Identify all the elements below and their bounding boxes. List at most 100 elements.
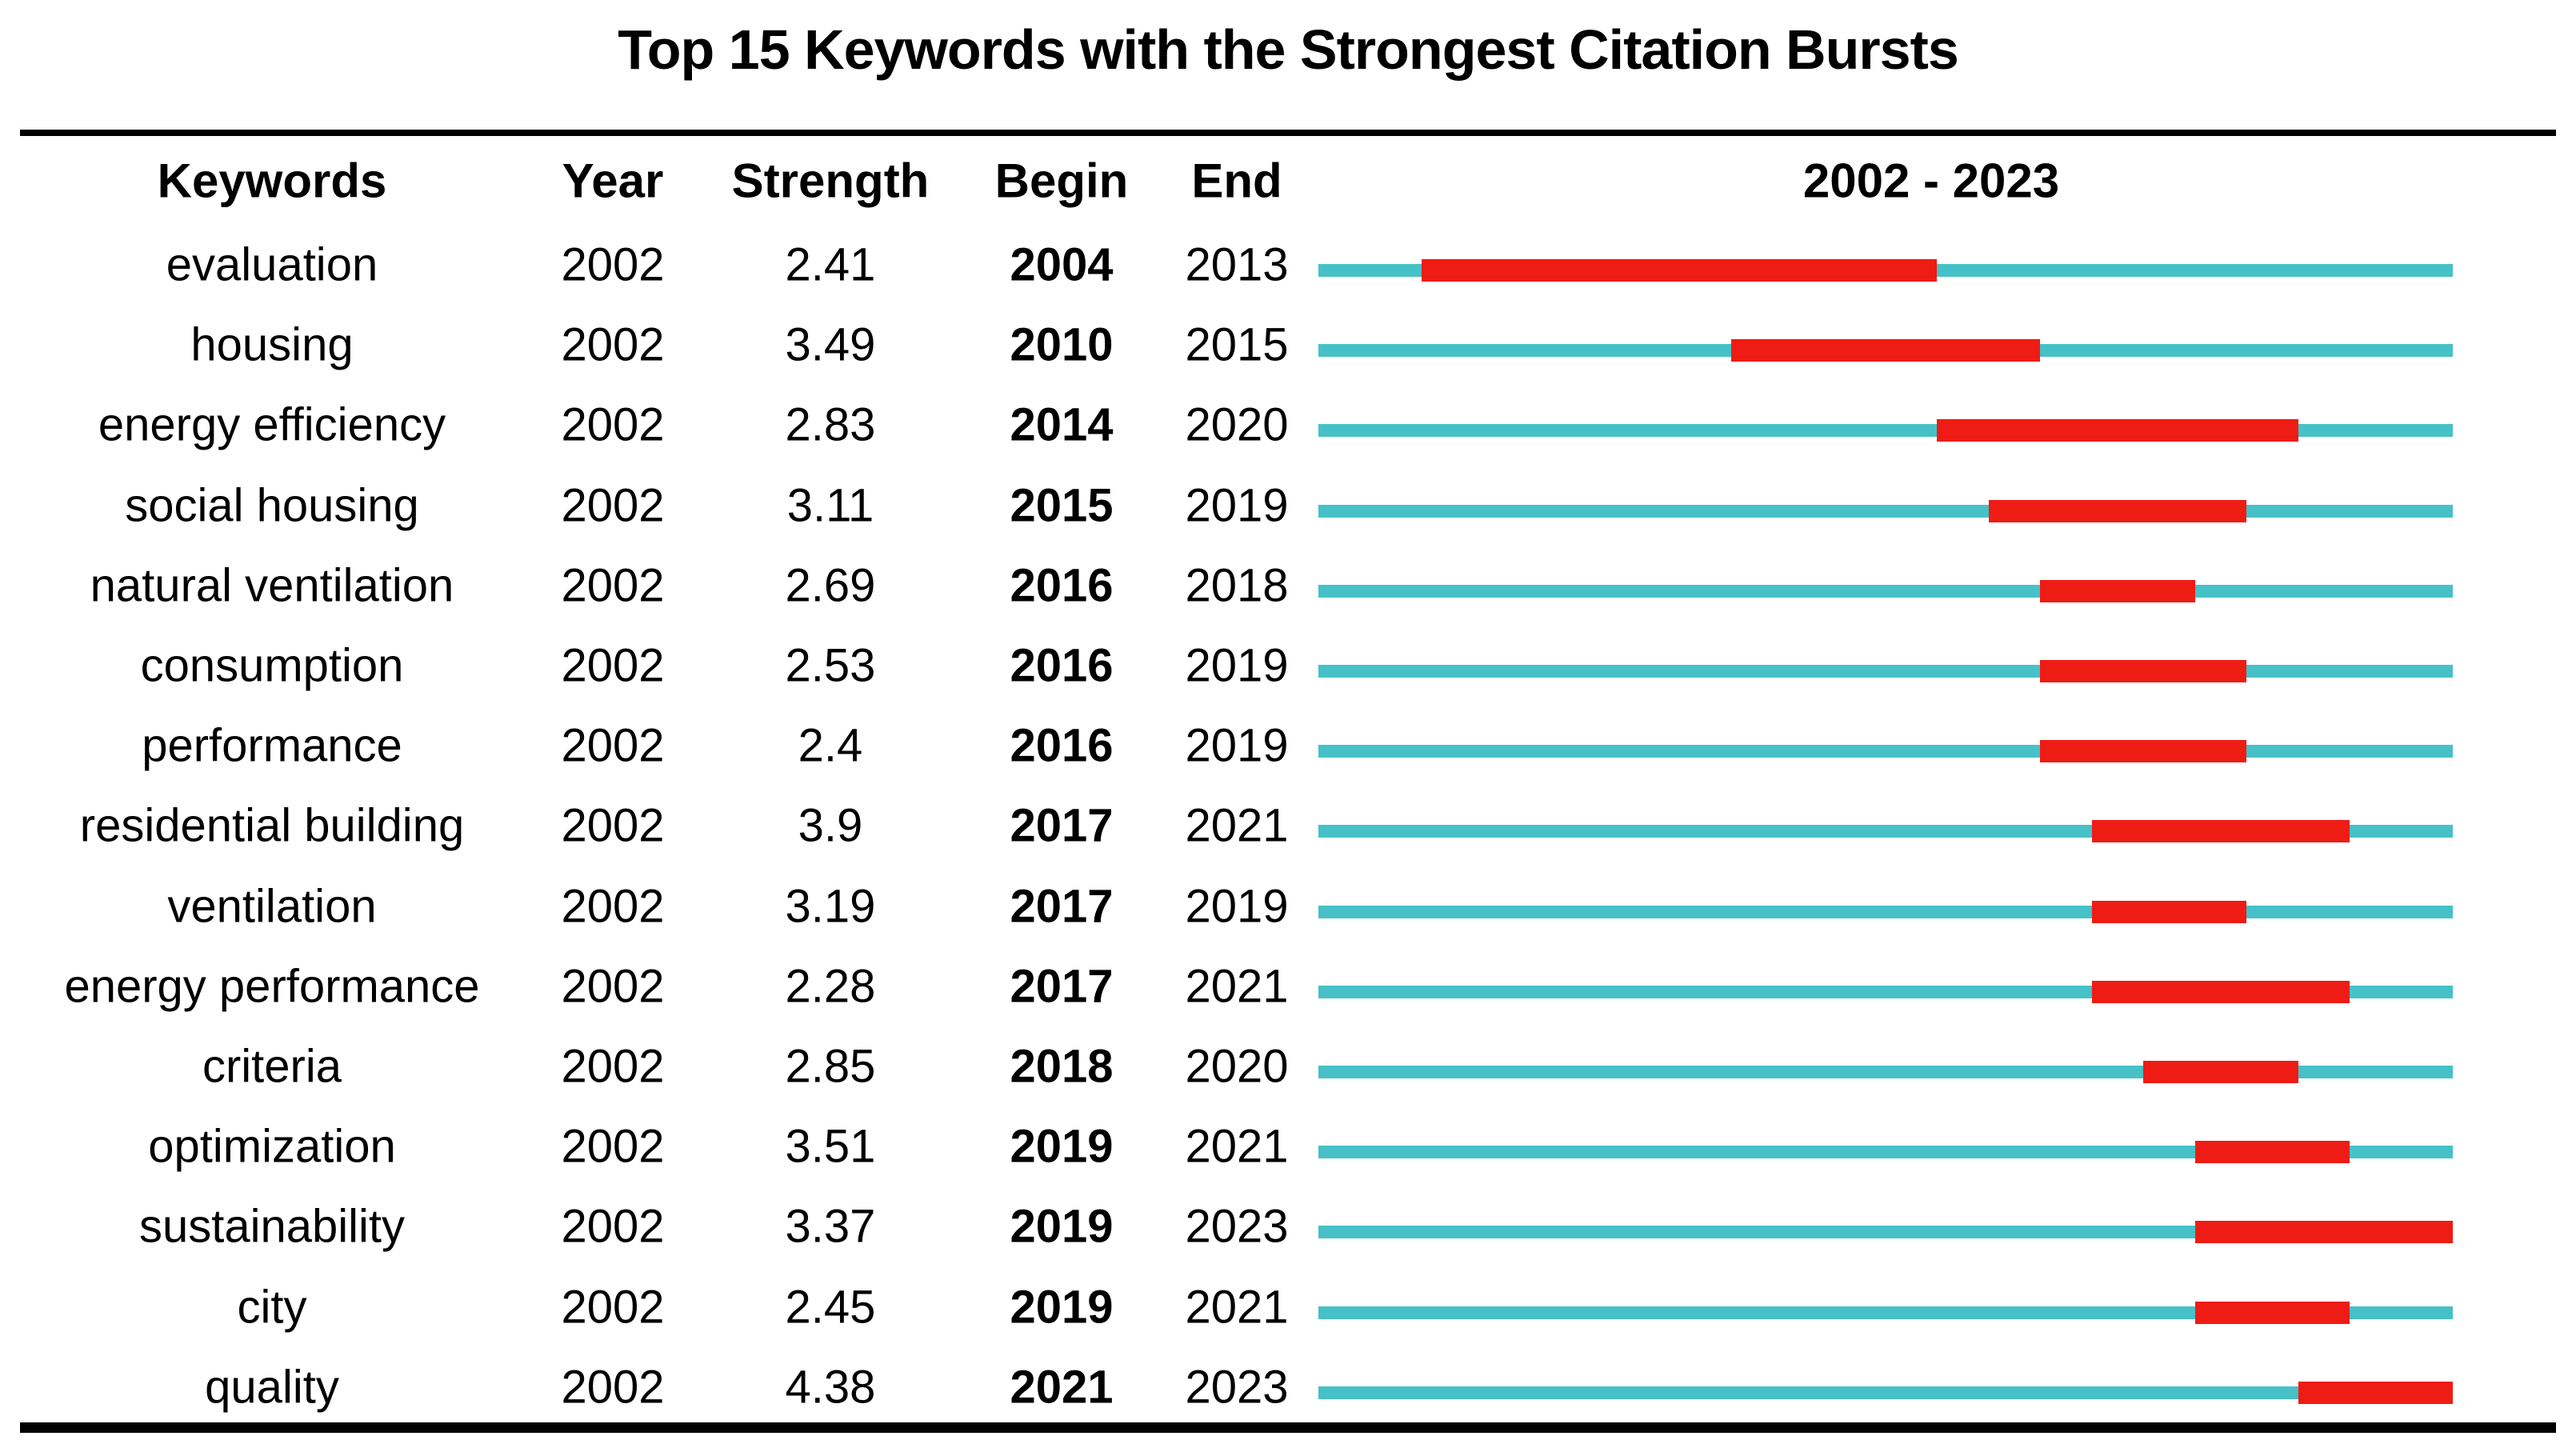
table-row: performance 2002 2.4 2016 2019 bbox=[0, 706, 2576, 786]
page-title: Top 15 Keywords with the Strongest Citat… bbox=[618, 18, 1959, 81]
timeline-bar bbox=[1318, 980, 2453, 1003]
keyword-cell: energy efficiency bbox=[98, 398, 446, 451]
table-row: natural ventilation 2002 2.69 2016 2018 bbox=[0, 546, 2576, 626]
header-row: Keywords Year Strength Begin End 2002 - … bbox=[0, 136, 2576, 225]
keyword-cell: city bbox=[237, 1281, 307, 1334]
timeline-bar bbox=[1318, 259, 2453, 282]
year-cell: 2002 bbox=[561, 479, 665, 532]
begin-cell: 2004 bbox=[1010, 238, 1114, 291]
timeline-line bbox=[1318, 1386, 2453, 1399]
keyword-cell: performance bbox=[142, 719, 402, 772]
strength-cell: 3.37 bbox=[785, 1200, 876, 1253]
year-cell: 2002 bbox=[561, 1040, 665, 1093]
burst-segment bbox=[2194, 1141, 2350, 1164]
begin-cell: 2014 bbox=[1010, 398, 1114, 451]
table-row: evaluation 2002 2.41 2004 2013 bbox=[0, 225, 2576, 305]
column-header-year: Year bbox=[562, 154, 664, 207]
strength-cell: 4.38 bbox=[785, 1361, 876, 1414]
keyword-cell: consumption bbox=[140, 639, 404, 692]
timeline-bar bbox=[1318, 1141, 2453, 1164]
table-row: criteria 2002 2.85 2018 2020 bbox=[0, 1026, 2576, 1106]
burst-segment bbox=[2040, 660, 2247, 683]
end-cell: 2019 bbox=[1185, 639, 1289, 692]
timeline-bar bbox=[1318, 1060, 2453, 1083]
end-cell: 2021 bbox=[1185, 799, 1289, 852]
column-header-strength: Strength bbox=[731, 154, 930, 207]
year-cell: 2002 bbox=[561, 318, 665, 371]
timeline-bar bbox=[1318, 1381, 2453, 1404]
end-cell: 2015 bbox=[1185, 318, 1289, 371]
table-row: sustainability 2002 3.37 2019 2023 bbox=[0, 1186, 2576, 1266]
table-row: energy performance 2002 2.28 2017 2021 bbox=[0, 946, 2576, 1026]
timeline-bar bbox=[1318, 499, 2453, 522]
year-cell: 2002 bbox=[561, 1361, 665, 1414]
burst-segment bbox=[2194, 1221, 2453, 1244]
year-cell: 2002 bbox=[561, 1281, 665, 1334]
keyword-cell: sustainability bbox=[138, 1200, 406, 1253]
end-cell: 2019 bbox=[1185, 479, 1289, 532]
end-cell: 2020 bbox=[1185, 1040, 1289, 1093]
strength-cell: 2.85 bbox=[785, 1040, 876, 1093]
end-cell: 2023 bbox=[1185, 1200, 1289, 1253]
burst-segment bbox=[2091, 980, 2350, 1003]
rows-container: evaluation 2002 2.41 2004 2013 housing 2… bbox=[0, 225, 2576, 1427]
begin-cell: 2016 bbox=[1010, 719, 1114, 772]
year-cell: 2002 bbox=[561, 1200, 665, 1253]
timeline-bar bbox=[1318, 1221, 2453, 1244]
strength-cell: 2.83 bbox=[785, 398, 876, 451]
year-cell: 2002 bbox=[561, 1120, 665, 1173]
top-rule bbox=[20, 130, 2556, 136]
burst-segment bbox=[2040, 740, 2247, 763]
burst-segment bbox=[2194, 1301, 2350, 1324]
begin-cell: 2016 bbox=[1010, 559, 1114, 612]
timeline-line bbox=[1318, 1306, 2453, 1319]
end-cell: 2013 bbox=[1185, 238, 1289, 291]
timeline-bar bbox=[1318, 1301, 2453, 1324]
timeline-line bbox=[1318, 1146, 2453, 1159]
timeline-bar bbox=[1318, 820, 2453, 843]
table-row: residential building 2002 3.9 2017 2021 bbox=[0, 786, 2576, 866]
table-row: city 2002 2.45 2019 2021 bbox=[0, 1266, 2576, 1346]
column-header-keywords: Keywords bbox=[157, 154, 387, 207]
table-row: quality 2002 4.38 2021 2023 bbox=[0, 1347, 2576, 1427]
begin-cell: 2017 bbox=[1010, 960, 1114, 1013]
end-cell: 2020 bbox=[1185, 398, 1289, 451]
burst-segment bbox=[2091, 900, 2247, 923]
keyword-cell: natural ventilation bbox=[90, 559, 454, 612]
timeline-bar bbox=[1318, 579, 2453, 602]
burst-segment bbox=[1988, 499, 2247, 522]
keyword-cell: quality bbox=[205, 1361, 339, 1414]
strength-cell: 3.9 bbox=[798, 799, 863, 852]
begin-cell: 2019 bbox=[1010, 1120, 1114, 1173]
begin-cell: 2019 bbox=[1010, 1281, 1114, 1334]
timeline-line bbox=[1318, 1226, 2453, 1239]
strength-cell: 2.69 bbox=[785, 559, 876, 612]
keyword-cell: residential building bbox=[79, 799, 465, 852]
timeline-line bbox=[1318, 745, 2453, 758]
year-cell: 2002 bbox=[561, 880, 665, 933]
keyword-cell: criteria bbox=[202, 1040, 342, 1093]
strength-cell: 2.28 bbox=[785, 960, 876, 1013]
timeline-bar bbox=[1318, 419, 2453, 442]
end-cell: 2019 bbox=[1185, 719, 1289, 772]
year-cell: 2002 bbox=[561, 960, 665, 1013]
burst-segment bbox=[1730, 339, 2041, 362]
year-cell: 2002 bbox=[561, 799, 665, 852]
table-row: consumption 2002 2.53 2016 2019 bbox=[0, 626, 2576, 706]
strength-cell: 2.45 bbox=[785, 1281, 876, 1334]
column-header-year-range: 2002 - 2023 bbox=[1802, 154, 2060, 207]
table-row: social housing 2002 3.11 2015 2019 bbox=[0, 466, 2576, 546]
begin-cell: 2017 bbox=[1010, 880, 1114, 933]
begin-cell: 2016 bbox=[1010, 639, 1114, 692]
timeline-line bbox=[1318, 584, 2453, 598]
strength-cell: 2.41 bbox=[785, 238, 876, 291]
column-header-begin: Begin bbox=[994, 154, 1129, 207]
keyword-cell: energy performance bbox=[64, 960, 480, 1013]
year-cell: 2002 bbox=[561, 238, 665, 291]
table-row: optimization 2002 3.51 2019 2021 bbox=[0, 1106, 2576, 1186]
begin-cell: 2015 bbox=[1010, 479, 1114, 532]
keyword-cell: social housing bbox=[125, 479, 419, 532]
strength-cell: 2.4 bbox=[798, 719, 863, 772]
keyword-cell: ventilation bbox=[167, 880, 377, 933]
